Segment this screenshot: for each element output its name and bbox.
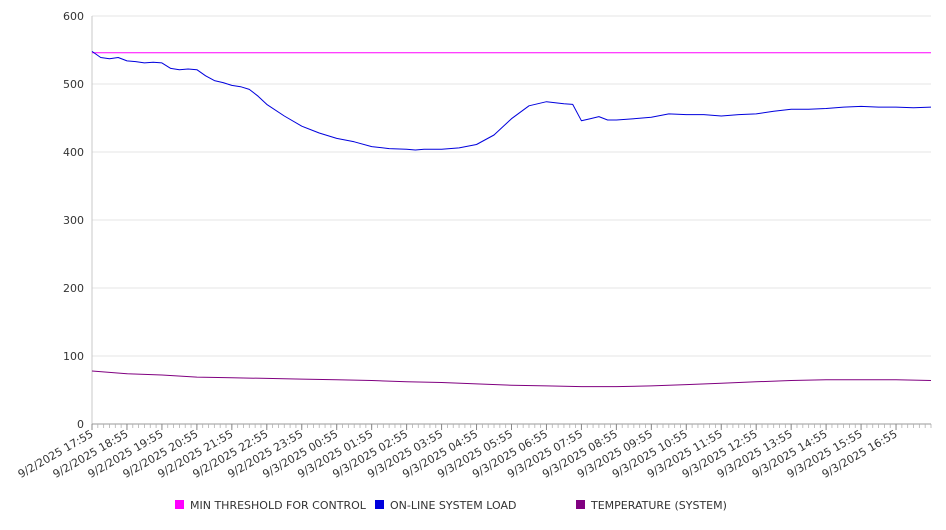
legend: MIN THRESHOLD FOR CONTROL ON-LINE SYSTEM … [175, 499, 727, 512]
legend-swatch [576, 500, 585, 509]
y-tick-label: 300 [63, 214, 84, 227]
series-line-2 [91, 50, 932, 151]
y-tick-label: 100 [63, 350, 84, 363]
series-lines [91, 50, 932, 388]
grid-lines [92, 15, 931, 357]
y-tick-label: 200 [63, 282, 84, 295]
legend-swatch [375, 500, 384, 509]
y-tick-label: 400 [63, 146, 84, 159]
legend-label: TEMPERATURE (SYSTEM) [590, 499, 727, 512]
y-tick-label: 0 [77, 418, 84, 431]
y-tick-label: 600 [63, 10, 84, 23]
series-line-3 [91, 370, 932, 388]
y-tick-label: 500 [63, 78, 84, 91]
legend-label: ON-LINE SYSTEM LOAD [390, 499, 516, 512]
legend-swatch [175, 500, 184, 509]
legend-label: MIN THRESHOLD FOR CONTROL [190, 499, 367, 512]
